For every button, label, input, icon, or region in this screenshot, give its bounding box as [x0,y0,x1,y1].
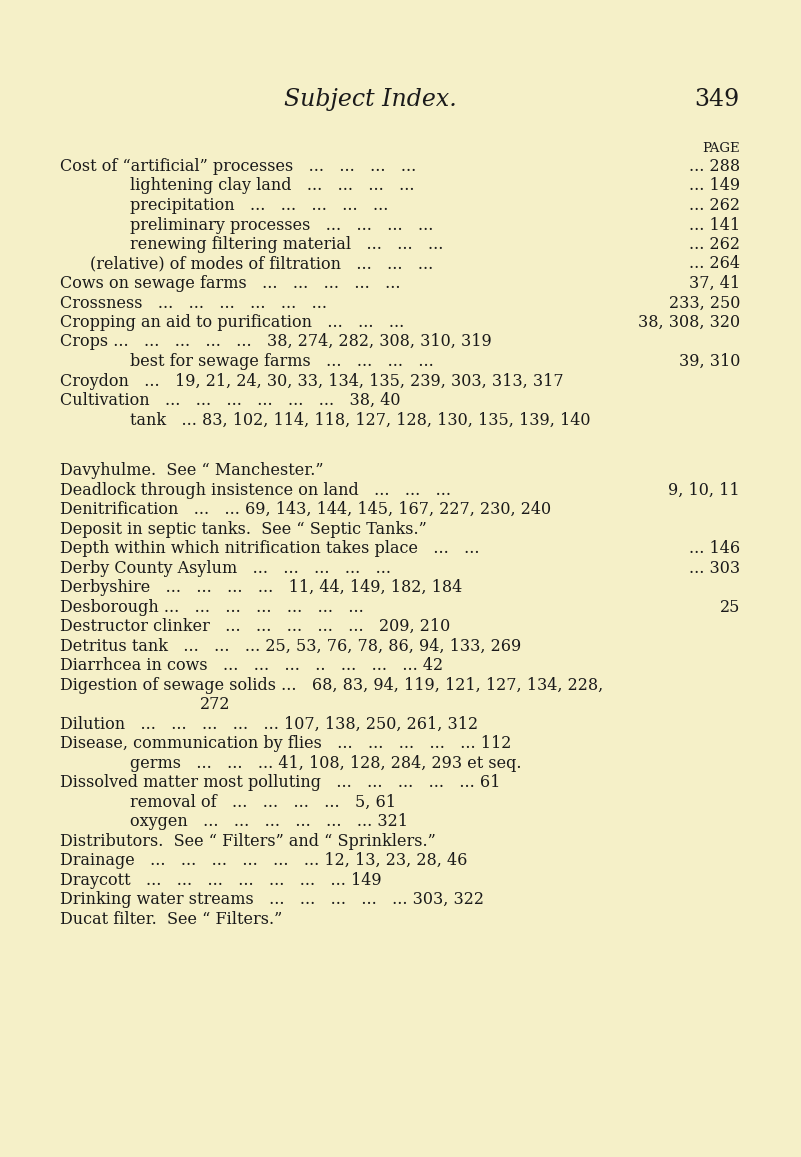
Text: Detritus tank   ...   ...   ... 25, 53, 76, 78, 86, 94, 133, 269: Detritus tank ... ... ... 25, 53, 76, 78… [60,638,521,655]
Text: 349: 349 [694,88,740,111]
Text: 233, 250: 233, 250 [669,295,740,311]
Text: Derbyshire   ...   ...   ...   ...   11, 44, 149, 182, 184: Derbyshire ... ... ... ... 11, 44, 149, … [60,580,462,596]
Text: 39, 310: 39, 310 [678,353,740,370]
Text: Drainage   ...   ...   ...   ...   ...   ... 12, 13, 23, 28, 46: Drainage ... ... ... ... ... ... 12, 13,… [60,853,467,869]
Text: 37, 41: 37, 41 [689,275,740,292]
Text: Drinking water streams   ...   ...   ...   ...   ... 303, 322: Drinking water streams ... ... ... ... .… [60,891,484,908]
Text: Cows on sewage farms   ...   ...   ...   ...   ...: Cows on sewage farms ... ... ... ... ... [60,275,400,292]
Text: best for sewage farms   ...   ...   ...   ...: best for sewage farms ... ... ... ... [130,353,434,370]
Text: Destructor clinker   ...   ...   ...   ...   ...   209, 210: Destructor clinker ... ... ... ... ... 2… [60,618,450,635]
Text: ... 146: ... 146 [689,540,740,558]
Text: Cultivation   ...   ...   ...   ...   ...   ...   38, 40: Cultivation ... ... ... ... ... ... 38, … [60,392,400,410]
Text: Crossness   ...   ...   ...   ...   ...   ...: Crossness ... ... ... ... ... ... [60,295,327,311]
Text: germs   ...   ...   ... 41, 108, 128, 284, 293 et seq.: germs ... ... ... 41, 108, 128, 284, 293… [130,754,521,772]
Text: preliminary processes   ...   ...   ...   ...: preliminary processes ... ... ... ... [130,216,433,234]
Text: Denitrification   ...   ... 69, 143, 144, 145, 167, 227, 230, 240: Denitrification ... ... 69, 143, 144, 14… [60,501,551,518]
Text: Davyhulme.  See “ Manchester.”: Davyhulme. See “ Manchester.” [60,462,324,479]
Text: oxygen   ...   ...   ...   ...   ...   ... 321: oxygen ... ... ... ... ... ... 321 [130,813,408,831]
Text: renewing filtering material   ...   ...   ...: renewing filtering material ... ... ... [130,236,444,253]
Text: Crops ...   ...   ...   ...   ...   38, 274, 282, 308, 310, 319: Crops ... ... ... ... ... 38, 274, 282, … [60,333,492,351]
Text: Cost of “artificial” processes   ...   ...   ...   ...: Cost of “artificial” processes ... ... .… [60,159,417,175]
Text: Draycott   ...   ...   ...   ...   ...   ...   ... 149: Draycott ... ... ... ... ... ... ... 149 [60,871,381,889]
Text: ... 262: ... 262 [689,236,740,253]
Text: Deposit in septic tanks.  See “ Septic Tanks.”: Deposit in septic tanks. See “ Septic Ta… [60,521,427,538]
Text: Dissolved matter most polluting   ...   ...   ...   ...   ... 61: Dissolved matter most polluting ... ... … [60,774,501,791]
Text: Desborough ...   ...   ...   ...   ...   ...   ...: Desborough ... ... ... ... ... ... ... [60,598,364,616]
Text: Distributors.  See “ Filters” and “ Sprinklers.”: Distributors. See “ Filters” and “ Sprin… [60,833,436,849]
Text: Cropping an aid to purification   ...   ...   ...: Cropping an aid to purification ... ... … [60,314,405,331]
Text: Croydon   ...   19, 21, 24, 30, 33, 134, 135, 239, 303, 313, 317: Croydon ... 19, 21, 24, 30, 33, 134, 135… [60,373,564,390]
Text: Depth within which nitrification takes place   ...   ...: Depth within which nitrification takes p… [60,540,480,558]
Text: ... 264: ... 264 [689,256,740,273]
Text: ... 262: ... 262 [689,197,740,214]
Text: Deadlock through insistence on land   ...   ...   ...: Deadlock through insistence on land ... … [60,481,451,499]
Text: removal of   ...   ...   ...   ...   5, 61: removal of ... ... ... ... 5, 61 [130,794,396,811]
Text: ... 149: ... 149 [689,177,740,194]
Text: precipitation   ...   ...   ...   ...   ...: precipitation ... ... ... ... ... [130,197,388,214]
Text: Dilution   ...   ...   ...   ...   ... 107, 138, 250, 261, 312: Dilution ... ... ... ... ... 107, 138, 2… [60,716,478,732]
Text: Disease, communication by flies   ...   ...   ...   ...   ... 112: Disease, communication by flies ... ... … [60,735,511,752]
Text: 25: 25 [719,598,740,616]
Text: ... 303: ... 303 [689,560,740,576]
Text: Subject Index.: Subject Index. [284,88,457,111]
Text: ... 141: ... 141 [689,216,740,234]
Text: Derby County Asylum   ...   ...   ...   ...   ...: Derby County Asylum ... ... ... ... ... [60,560,391,576]
Text: 38, 308, 320: 38, 308, 320 [638,314,740,331]
Text: 9, 10, 11: 9, 10, 11 [668,481,740,499]
Text: Ducat filter.  See “ Filters.”: Ducat filter. See “ Filters.” [60,911,282,928]
Text: ... 288: ... 288 [689,159,740,175]
Text: Diarrhcea in cows   ...   ...   ...   ..   ...   ...   ... 42: Diarrhcea in cows ... ... ... .. ... ...… [60,657,443,675]
Text: 272: 272 [200,697,231,713]
Text: PAGE: PAGE [702,142,740,155]
Text: tank   ... 83, 102, 114, 118, 127, 128, 130, 135, 139, 140: tank ... 83, 102, 114, 118, 127, 128, 13… [130,412,590,428]
Text: Digestion of sewage solids ...   68, 83, 94, 119, 121, 127, 134, 228,: Digestion of sewage solids ... 68, 83, 9… [60,677,603,694]
Text: (relative) of modes of filtration   ...   ...   ...: (relative) of modes of filtration ... ..… [90,256,433,273]
Text: lightening clay land   ...   ...   ...   ...: lightening clay land ... ... ... ... [130,177,414,194]
